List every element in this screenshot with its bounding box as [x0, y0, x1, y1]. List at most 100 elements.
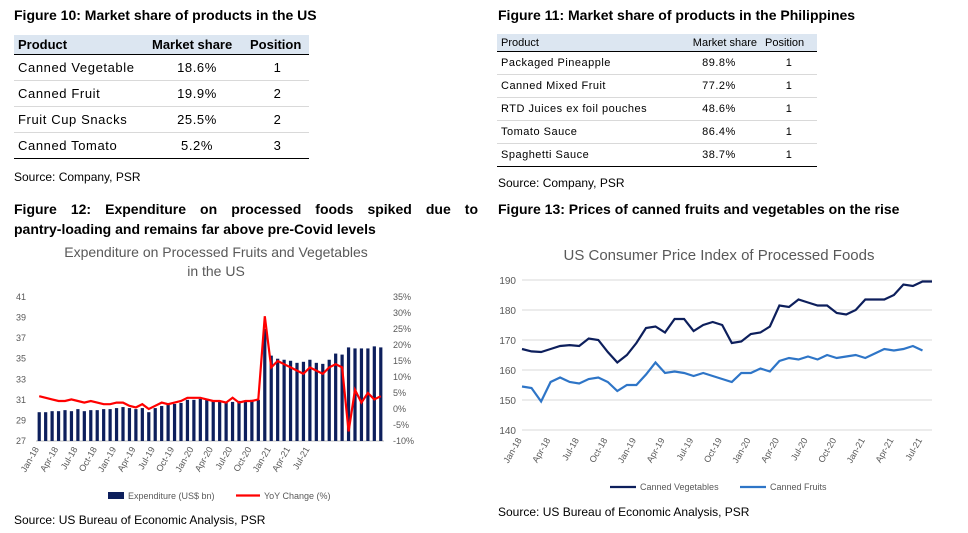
us-market-share-table: Product Market share Position Canned Veg… — [14, 35, 309, 159]
cell-share: 25.5% — [148, 106, 246, 133]
series-line — [521, 280, 932, 364]
y-tick-label: 41 — [16, 292, 26, 302]
y-tick-label: 190 — [499, 276, 516, 287]
x-tick-label: Jan-20 — [173, 445, 195, 474]
header-product: Product — [14, 35, 148, 55]
cell-product: Canned Mixed Fruit — [497, 74, 677, 98]
chart-title-line: Expenditure on Processed Fruits and Vege… — [64, 244, 368, 260]
x-tick-label: Oct-18 — [587, 436, 609, 464]
x-tick-label: Jan-19 — [96, 445, 118, 474]
x-tick-label: Apr-20 — [193, 445, 215, 473]
table-header-row: Product Market share Position — [497, 34, 817, 52]
cell-position: 2 — [246, 106, 309, 133]
y2-tick-label: 20% — [393, 340, 411, 350]
cell-product: Tomato Sauce — [497, 120, 677, 144]
figure-13-source: Source: US Bureau of Economic Analysis, … — [498, 505, 750, 519]
expenditure-bar — [237, 400, 241, 441]
expenditure-bar — [263, 328, 267, 441]
expenditure-bar — [276, 358, 280, 441]
expenditure-bar — [179, 402, 183, 441]
y-tick-label: 160 — [499, 366, 516, 377]
cell-position: 1 — [761, 120, 817, 144]
y-tick-label: 35 — [16, 354, 26, 364]
cpi-chart: US Consumer Price Index of Processed Foo… — [499, 247, 932, 492]
expenditure-bar — [205, 398, 209, 441]
x-tick-label: Jan-20 — [730, 436, 752, 465]
expenditure-bar — [63, 410, 67, 441]
y2-tick-label: 35% — [393, 292, 411, 302]
y2-tick-label: 0% — [393, 404, 406, 414]
expenditure-bar — [282, 359, 286, 441]
cell-product: Canned Fruit — [14, 80, 148, 107]
figure-13-title: Figure 13: Prices of canned fruits and v… — [498, 201, 900, 217]
table-row: Canned Fruit 19.9% 2 — [14, 80, 309, 107]
cell-share: 19.9% — [148, 80, 246, 107]
legend-label-yoy: YoY Change (%) — [264, 491, 331, 501]
expenditure-bar — [334, 353, 338, 441]
expenditure-bar — [224, 401, 228, 441]
header-position: Position — [761, 34, 817, 52]
expenditure-bar — [153, 408, 157, 441]
table-row: Tomato Sauce 86.4% 1 — [497, 120, 817, 144]
cell-share: 48.6% — [677, 97, 761, 121]
x-tick-label: Apr-18 — [38, 445, 60, 473]
expenditure-bar — [37, 412, 41, 441]
x-tick-label: Apr-18 — [530, 436, 552, 464]
expenditure-bar — [230, 401, 235, 441]
table-row: Canned Tomato 5.2% 3 — [14, 132, 309, 159]
figure-12-title-line2: pantry-loading and remains far above pre… — [14, 221, 376, 237]
figure-12-title-line1: Figure 12: Expenditure on processed food… — [14, 201, 478, 217]
x-tick-label: Jan-18 — [19, 445, 41, 474]
series-line — [521, 344, 923, 404]
figure-10-source: Source: Company, PSR — [14, 170, 141, 184]
header-position: Position — [246, 35, 309, 55]
table-row: Canned Mixed Fruit 77.2% 1 — [497, 74, 817, 98]
x-tick-label: Apr-21 — [270, 445, 292, 473]
chart-title-line: in the US — [187, 263, 245, 279]
legend-label: Canned Vegetables — [640, 482, 719, 492]
expenditure-bar — [114, 408, 119, 441]
expenditure-bar — [95, 410, 99, 441]
expenditure-bar — [340, 354, 344, 441]
y-tick-label: 37 — [16, 333, 26, 343]
cell-share: 5.2% — [148, 132, 246, 159]
figure-11-source: Source: Company, PSR — [498, 176, 625, 190]
y-tick-label: 31 — [16, 395, 26, 405]
cell-share: 89.8% — [677, 51, 761, 75]
x-tick-label: Jul-18 — [560, 436, 581, 462]
philippines-market-share-table: Product Market share Position Packaged P… — [497, 34, 817, 167]
expenditure-bar — [288, 360, 293, 441]
cell-position: 1 — [761, 97, 817, 121]
expenditure-bar — [140, 408, 144, 441]
table-row: Spaghetti Sauce 38.7% 1 — [497, 143, 817, 167]
table-header-row: Product Market share Position — [14, 35, 309, 55]
y-tick-label: 27 — [16, 436, 26, 446]
expenditure-bar — [102, 409, 106, 441]
expenditure-bar — [44, 412, 48, 441]
header-market-share: Market share — [677, 34, 761, 52]
cell-position: 1 — [246, 54, 309, 81]
expenditure-bar — [69, 411, 74, 441]
expenditure-bar — [56, 411, 61, 441]
expenditure-bar — [218, 400, 222, 441]
table-row: Fruit Cup Snacks 25.5% 2 — [14, 106, 309, 133]
y-tick-label: 39 — [16, 313, 26, 323]
cell-product: Fruit Cup Snacks — [14, 106, 148, 133]
expenditure-bar — [89, 410, 93, 441]
y2-tick-label: 25% — [393, 324, 411, 334]
expenditure-bar — [121, 407, 125, 441]
expenditure-bar — [160, 406, 164, 441]
y-tick-label: 29 — [16, 415, 26, 425]
expenditure-bar — [108, 409, 112, 441]
cell-position: 1 — [761, 74, 817, 98]
y-tick-label: 170 — [499, 336, 516, 347]
yoy-change-line — [38, 316, 382, 432]
table-row: Packaged Pineapple 89.8% 1 — [497, 51, 817, 75]
chart-title: US Consumer Price Index of Processed Foo… — [564, 247, 875, 264]
expenditure-bar — [211, 400, 215, 441]
x-tick-label: Jul-21 — [903, 436, 924, 462]
cell-position: 1 — [761, 51, 817, 75]
y2-tick-label: 5% — [393, 388, 406, 398]
x-tick-label: Jul-21 — [291, 445, 312, 471]
expenditure-bar — [321, 363, 325, 441]
